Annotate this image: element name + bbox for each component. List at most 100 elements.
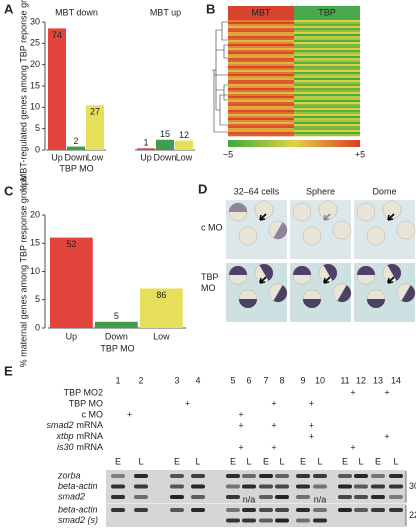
heatmap-cell [228, 92, 294, 95]
gel-band [296, 495, 310, 499]
heatmap-cell [228, 80, 294, 83]
heatmap-cell [228, 22, 294, 25]
heatmap-cell [228, 116, 294, 119]
condition-mark: + [309, 420, 314, 430]
condition-mark: + [384, 431, 389, 441]
lane-number: 4 [195, 375, 200, 385]
y-axis-label: % MBT-regulated genes among TBP reponse … [18, 0, 28, 192]
gel-band [338, 495, 352, 499]
heatmap-cell [294, 30, 360, 33]
suffix: mRNA [77, 420, 104, 430]
gel-band [170, 484, 184, 489]
heatmap-cell [294, 92, 360, 95]
count-label: 27 [90, 107, 100, 117]
embryo-stain [239, 299, 257, 308]
condition-mark: + [271, 442, 276, 452]
heatmap-cell [294, 76, 360, 79]
gene-name: xtbp [55, 431, 73, 441]
condition-label: xtbp mRNA [55, 431, 103, 441]
embryo-stain [367, 299, 385, 308]
group-name: MBT down [55, 7, 98, 17]
heatmap-cell [228, 62, 294, 65]
arrow [387, 213, 395, 221]
y-tick-label: 25 [30, 38, 40, 48]
embryo [238, 226, 258, 246]
heatmap-cell [294, 28, 360, 31]
embryo-stain [273, 285, 287, 302]
gel-band [338, 474, 352, 478]
heatmap-cell [228, 58, 294, 61]
heatmap-cell [294, 26, 360, 29]
heatmap-cell [294, 72, 360, 75]
heatmap-cell [294, 20, 360, 23]
condition-mark: + [127, 409, 132, 419]
y-tick-label: 20 [30, 59, 40, 69]
lane-type: E [230, 456, 236, 466]
suffix: mRNA [77, 442, 104, 452]
heatmap-cell [228, 102, 294, 105]
embryo-stain [229, 203, 247, 212]
heatmap-cell [228, 28, 294, 31]
heatmap-cell [294, 100, 360, 103]
heatmap-cell [294, 44, 360, 47]
gene-name: smad2 [46, 420, 73, 430]
y-tick-label: 5 [35, 123, 40, 133]
y-tick-label: 10 [30, 266, 40, 276]
lane-number: 13 [373, 375, 383, 385]
heatmap-cell [228, 68, 294, 71]
condition-mark: + [350, 387, 355, 397]
gene-label: smad2 [58, 491, 85, 501]
x-tick-label: Down [65, 152, 88, 162]
heatmap-cell [294, 106, 360, 109]
embryo-stain [387, 264, 401, 281]
heatmap-cell [228, 48, 294, 51]
gel-band [338, 484, 352, 489]
heatmap-cell [228, 26, 294, 29]
heatmap-cell [228, 84, 294, 87]
lane-number: 1 [115, 375, 120, 385]
bar [48, 28, 67, 150]
heatmap-header [294, 6, 360, 20]
embryo [302, 226, 322, 246]
gel-band [275, 508, 289, 512]
count-label: 1 [144, 138, 149, 148]
heatmap-cell [228, 120, 294, 123]
heatmap-cell [294, 112, 360, 115]
panel-label: E [4, 363, 13, 378]
heatmap-cell [294, 70, 360, 73]
gel-band [226, 474, 240, 478]
heatmap-cell [294, 42, 360, 45]
lane-number: 9 [300, 375, 305, 385]
bar [67, 146, 86, 150]
condition-label: smad2 mRNA [46, 420, 103, 430]
heatmap-cell [228, 54, 294, 57]
lane-number: 14 [391, 375, 401, 385]
gel-band [371, 484, 385, 489]
gel-band [191, 474, 205, 478]
heatmap-cell [294, 32, 360, 35]
panel-label: C [4, 183, 14, 198]
heatmap-cell [294, 126, 360, 129]
embryo-stain [293, 266, 311, 275]
column-label: 32–64 cells [234, 186, 280, 196]
gel-band [242, 474, 256, 478]
x-tick-label: Up [140, 152, 152, 162]
lane-type: L [279, 456, 284, 466]
lane-number: 6 [246, 375, 251, 385]
scale-label: −5 [223, 149, 233, 159]
heatmap-cell [294, 118, 360, 121]
embryo-stain [229, 266, 247, 275]
cycle-label: 30c [409, 481, 416, 491]
heatmap-column-label: TBP [318, 7, 336, 17]
gel-band [313, 508, 327, 512]
bar [156, 139, 175, 150]
gel-band [389, 495, 403, 499]
heatmap-cell [228, 24, 294, 27]
heatmap-cell [294, 56, 360, 59]
gel-band [226, 518, 240, 523]
bar [86, 105, 105, 150]
y-tick-label: 0 [35, 322, 40, 332]
x-tick-label: Up [51, 152, 63, 162]
y-tick-label: 10 [30, 102, 40, 112]
heatmap-cell [228, 74, 294, 77]
